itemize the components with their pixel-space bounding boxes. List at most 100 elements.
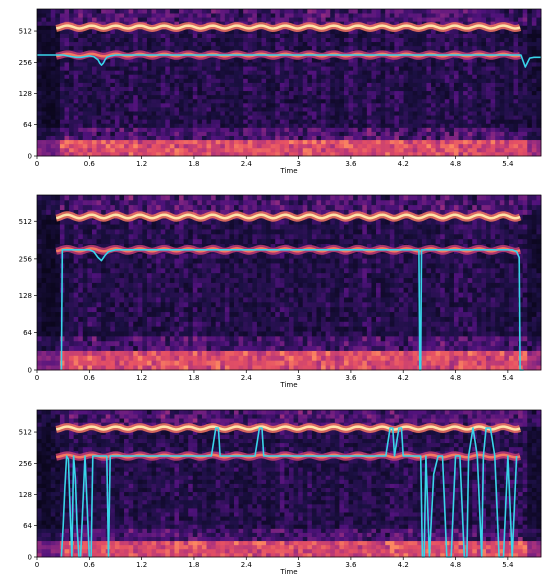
spectrogram-cell (527, 86, 533, 92)
spectrogram-cell (124, 331, 130, 337)
spectrogram-cell (527, 82, 533, 87)
spectrogram-cell (73, 131, 79, 136)
spectrogram-cell (128, 355, 134, 361)
spectrogram-cell (417, 45, 423, 51)
spectrogram-cell (46, 292, 52, 298)
spectrogram-cell (114, 82, 120, 87)
spectrogram-cell (275, 143, 281, 149)
spectrogram-cell (316, 123, 322, 128)
spectrogram-cell (321, 33, 327, 38)
spectrogram-cell (284, 98, 290, 104)
spectrogram-cell (146, 13, 152, 18)
spectrogram-cell (371, 33, 377, 38)
spectrogram-cell (46, 131, 52, 136)
spectrogram-cell (169, 143, 175, 149)
spectrogram-cell (426, 86, 432, 92)
spectrogram-cell (279, 17, 285, 22)
spectrogram-cell (435, 21, 441, 26)
spectrogram-cell (215, 41, 221, 47)
spectrogram-cell (243, 17, 249, 22)
spectrogram-cell (293, 143, 299, 149)
spectrogram-cell (119, 316, 125, 322)
spectrogram-cell (96, 131, 102, 136)
spectrogram-cell (78, 282, 84, 288)
x-tick-label: 4.2 (398, 160, 409, 168)
spectrogram-cell (133, 365, 139, 371)
spectrogram-cell (87, 58, 93, 63)
spectrogram-cell (169, 45, 175, 51)
spectrogram-cell (206, 62, 212, 67)
spectrogram-cell (87, 306, 93, 313)
spectrogram-cell (197, 49, 203, 55)
spectrogram-cell (453, 70, 459, 75)
spectrogram-cell (316, 86, 322, 92)
spectrogram-cell (50, 94, 56, 100)
spectrogram-cell (289, 33, 294, 38)
spectrogram-cell (316, 78, 322, 83)
spectrogram-cell (110, 238, 116, 245)
spectrogram-cell (472, 66, 478, 71)
spectrogram-cell (46, 340, 52, 347)
spectrogram-cell (339, 127, 345, 132)
spectrogram-cell (481, 102, 487, 108)
spectrogram-cell (224, 98, 230, 104)
spectrogram-cell (133, 360, 139, 366)
spectrogram-cell (114, 263, 120, 269)
spectrogram-cell (412, 111, 418, 116)
spectrogram-cell (137, 321, 143, 327)
spectrogram-cell (37, 29, 42, 34)
spectrogram-cell (188, 82, 194, 87)
spectrogram-cell (101, 86, 107, 92)
spectrogram-cell (151, 119, 157, 124)
spectrogram-cell (284, 9, 290, 14)
spectrogram-cell (55, 224, 61, 230)
spectrogram-cell (412, 41, 418, 47)
spectrogram-cell (531, 127, 537, 132)
spectrogram-cell (472, 74, 478, 79)
spectrogram-cell (467, 58, 473, 63)
spectrogram-cell (82, 350, 88, 356)
spectrogram-cell (334, 119, 340, 124)
spectrogram-cell (293, 86, 299, 92)
spectrogram-cell (417, 74, 423, 79)
spectrogram-cell (490, 74, 496, 79)
spectrogram-cell (119, 204, 125, 210)
spectrogram-cell (114, 335, 120, 342)
spectrogram-cell (96, 365, 102, 371)
spectrogram-cell (486, 139, 491, 145)
spectrogram-cell (522, 135, 528, 141)
spectrogram-cell (64, 90, 70, 96)
spectrogram-cell (380, 86, 386, 92)
spectrogram-cell (366, 94, 372, 100)
spectrogram-cell (220, 82, 226, 87)
spectrogram-cell (453, 9, 459, 14)
spectrogram-cell (389, 131, 395, 136)
spectrogram-cell (224, 86, 230, 92)
spectrogram-cell (398, 29, 404, 34)
spectrogram-cell (114, 9, 120, 14)
spectrogram-cell (339, 135, 345, 141)
spectrogram-cell (325, 17, 331, 22)
spectrogram-cell (46, 115, 52, 120)
spectrogram-cell (201, 29, 207, 34)
spectrogram-cell (252, 131, 258, 136)
spectrogram-cell (119, 119, 125, 124)
spectrogram-cell (499, 102, 505, 108)
spectrogram-cell (41, 214, 47, 220)
spectrogram-cell (50, 131, 56, 136)
spectrogram-cell (270, 90, 276, 96)
spectrogram-cell (463, 70, 469, 75)
spectrogram-cell (128, 13, 134, 18)
spectrogram-cell (73, 365, 79, 371)
spectrogram-cell (188, 139, 194, 145)
spectrogram-cell (444, 131, 450, 136)
spectrogram-cell (330, 37, 336, 43)
spectrogram-cell (50, 21, 56, 26)
spectrogram-cell (453, 41, 459, 47)
spectrogram-cell (408, 9, 414, 14)
spectrogram-cell (284, 127, 290, 132)
spectrogram-cell (41, 49, 47, 55)
spectrogram-cell (179, 127, 185, 132)
spectrogram-cell (91, 204, 97, 210)
spectrogram-cell (385, 9, 391, 14)
